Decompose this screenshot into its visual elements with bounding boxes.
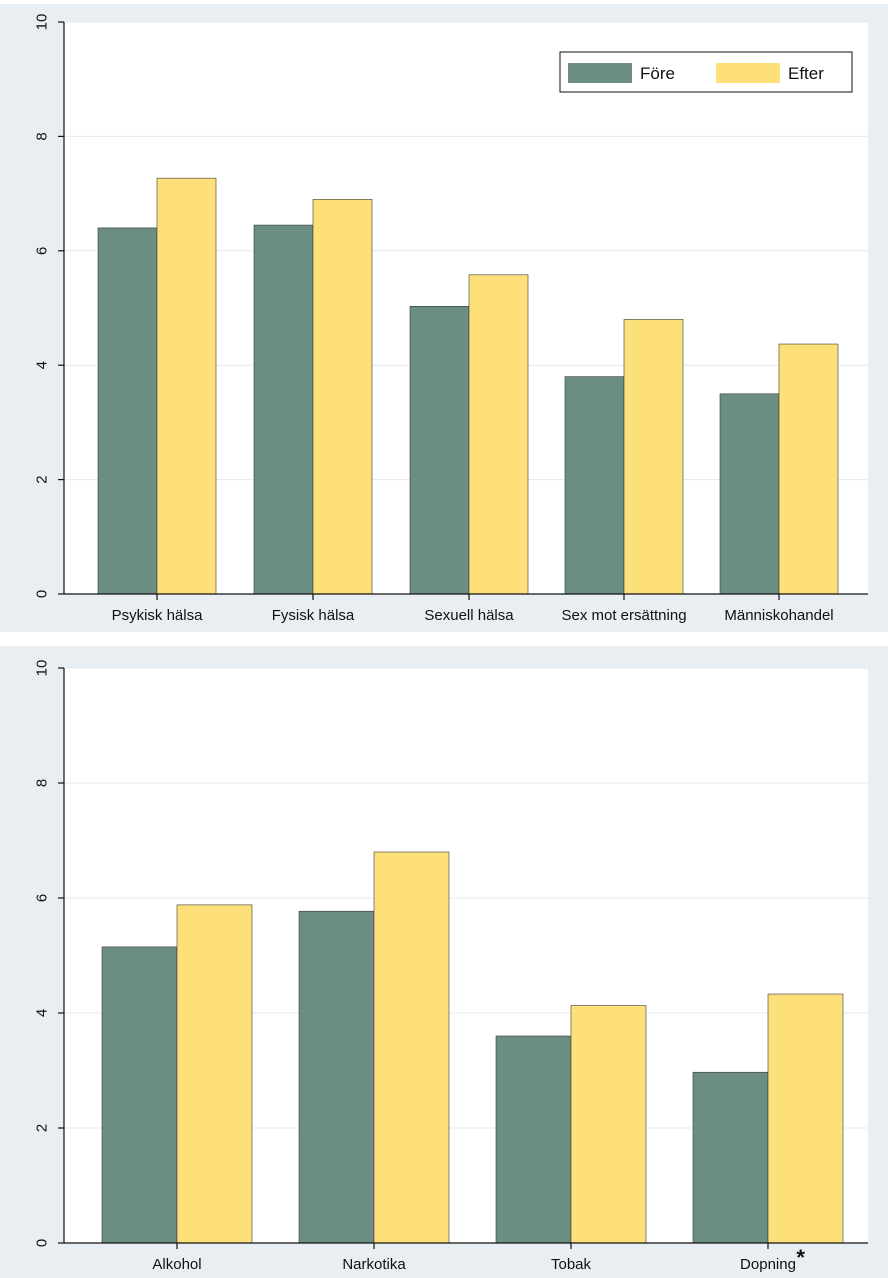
bar-fore-4 — [564, 376, 625, 595]
bar-fore-3 — [409, 305, 470, 595]
bar-efter-1 — [176, 904, 253, 1244]
bar-fore-4 — [692, 1071, 769, 1244]
bar-efter-2 — [373, 851, 450, 1244]
x-tick-label: Fysisk hälsa — [272, 607, 355, 624]
y-tick-label: 6 — [34, 247, 51, 255]
x-tick-label: Människohandel — [724, 607, 833, 624]
bar-fore-1 — [97, 227, 158, 595]
y-tick-label: 10 — [34, 660, 51, 677]
chart-top: 0 2 4 6 8 10 Psykisk hälsa Fysisk hälsa Sexuell … — [34, 14, 868, 624]
bar-efter-4 — [767, 993, 844, 1244]
bar-fore-3 — [495, 1035, 572, 1244]
y-tick-label: 8 — [34, 132, 51, 140]
bar-efter-4 — [623, 319, 684, 595]
y-tick-label: 4 — [34, 361, 51, 369]
bar-efter-3 — [570, 1005, 647, 1244]
bar-efter-2 — [312, 199, 373, 595]
bar-fore-2 — [253, 224, 314, 595]
x-tick-label: Sexuell hälsa — [424, 607, 514, 624]
bar-fore-5 — [719, 393, 780, 595]
chart-panel-bottom: 0 2 4 6 8 10 Alkohol Narkotika Tobak Dopning * — [0, 646, 888, 1278]
chart-bottom: 0 2 4 6 8 10 Alkohol Narkotika Tobak Dopning * — [34, 660, 868, 1273]
legend-swatch-efter — [716, 63, 780, 83]
x-tick-label: Tobak — [551, 1256, 592, 1273]
x-tick-label: Sex mot ersättning — [561, 607, 686, 624]
y-tick-label: 6 — [34, 894, 51, 902]
bar-efter-5 — [778, 343, 839, 595]
bar-efter-3 — [468, 274, 529, 595]
y-tick-label: 8 — [34, 779, 51, 787]
y-tick-label: 2 — [34, 475, 51, 483]
y-tick-label: 10 — [34, 14, 51, 31]
y-tick-label: 4 — [34, 1009, 51, 1017]
bar-fore-2 — [298, 910, 375, 1244]
legend-label-fore: Före — [640, 64, 675, 83]
legend-swatch-fore — [568, 63, 632, 83]
chart-panel-top: 0 2 4 6 8 10 Psykisk hälsa Fysisk hälsa Sexuell … — [0, 4, 888, 632]
x-tick-label: Dopning — [740, 1256, 796, 1273]
bar-fore-1 — [101, 946, 178, 1244]
y-tick-label: 0 — [34, 590, 51, 598]
legend-label-efter: Efter — [788, 64, 824, 83]
y-tick-label: 0 — [34, 1239, 51, 1247]
y-tick-label: 2 — [34, 1124, 51, 1132]
bar-efter-1 — [156, 177, 217, 595]
significance-mark: * — [796, 1245, 805, 1270]
x-tick-label: Alkohol — [152, 1256, 201, 1273]
x-tick-label: Psykisk hälsa — [112, 607, 204, 624]
x-tick-label: Narkotika — [342, 1256, 406, 1273]
